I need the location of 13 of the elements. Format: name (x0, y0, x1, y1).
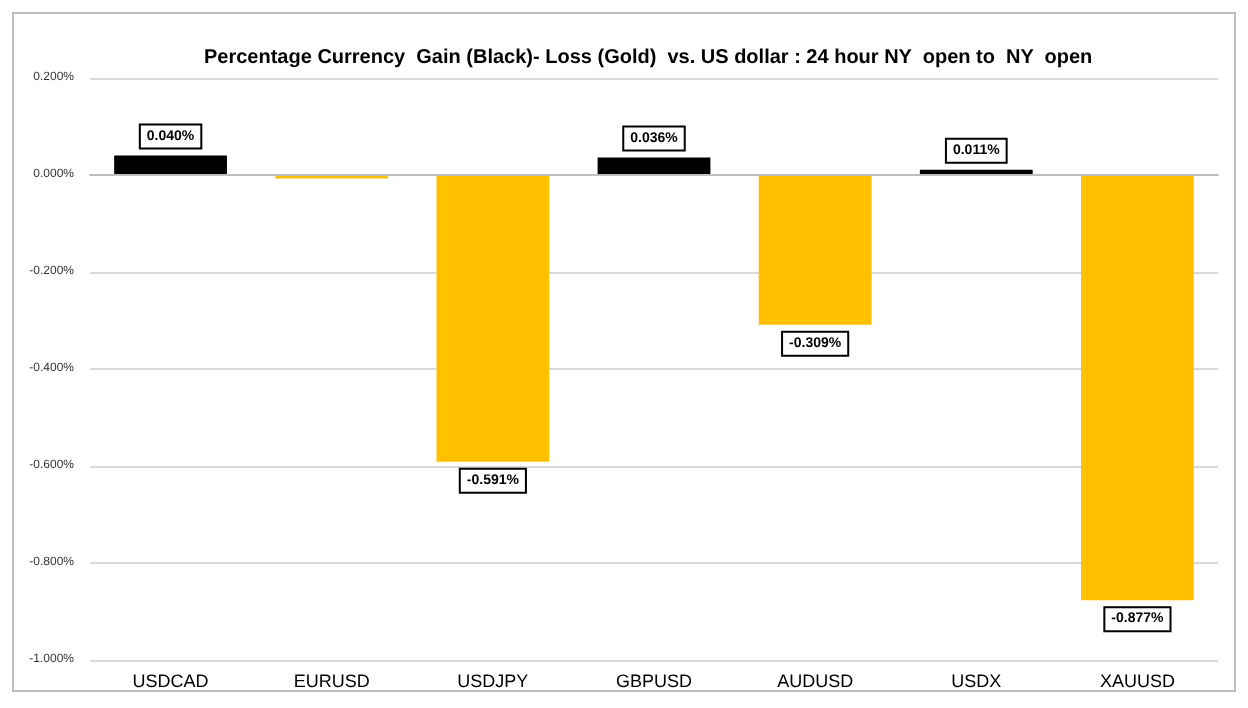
x-tick-label: USDCAD (132, 671, 210, 691)
x-tick-label: EURUSD (293, 671, 371, 691)
x-tick-label: GBPUSD (615, 671, 693, 691)
x-tick-label: USDJPY (457, 671, 529, 691)
bar (597, 157, 711, 175)
bar (1081, 175, 1194, 601)
bar (114, 155, 227, 175)
bar (436, 175, 550, 462)
bar (758, 175, 872, 325)
x-tick-label: USDX (951, 671, 1002, 691)
chart-title: Percentage Currency Gain (Black)- Loss (Gold) vs. US dollar : 24 hour NY open to NY open (204, 47, 1093, 69)
x-tick-label: AUDUSD (777, 671, 855, 691)
x-tick-label: XAUUSD (1099, 671, 1176, 691)
